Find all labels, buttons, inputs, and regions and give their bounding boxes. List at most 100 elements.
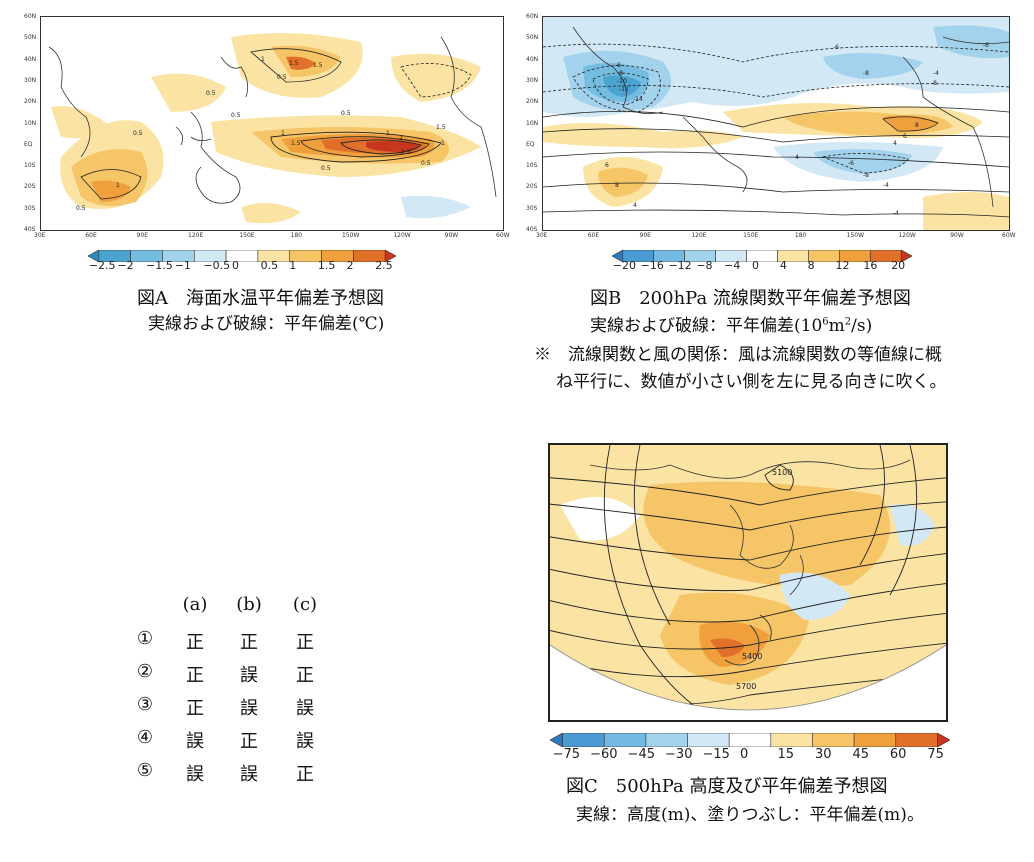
figure-b-colorbar-tick-label: 4: [779, 259, 787, 272]
figure-b-streamfunction-map: -6 -8 -10 -12 -14 -6 -8 -6 -4 -8 8 6 4 -…: [543, 17, 1009, 230]
figure-c-500hpa-map: 5100 5400 5700: [550, 445, 946, 720]
figure-a-colorbar-tick-label: −0.5: [203, 259, 231, 272]
figure-a-colorbar-tick-label: −2: [117, 259, 134, 272]
figure-a-contour-label: 0.5: [341, 110, 351, 117]
figure-c-colorbar-segment: [812, 732, 855, 748]
figure-a-colorbar-tick-label: −2.5: [88, 259, 116, 272]
figure-b-contour-label: 4: [893, 140, 897, 147]
answer-number: ⑤: [136, 760, 154, 781]
answer-number: ③: [136, 694, 154, 715]
answer-b: 正: [240, 632, 258, 653]
answer-row[interactable]: ⑤ 誤 誤 正: [125, 760, 345, 790]
answer-row[interactable]: ④ 誤 正 誤: [125, 727, 345, 757]
figure-a-lat-label: 10S: [24, 162, 36, 170]
figure-a-lon-label: 180: [290, 232, 303, 239]
figure-c-colorbar-segment: [937, 732, 951, 748]
figure-a-contour-label: 1.5: [436, 124, 446, 131]
answer-c: 正: [296, 632, 314, 653]
figure-b-contour-label: 6: [903, 133, 907, 140]
figure-c-colorbar-segment: [603, 732, 647, 748]
figure-b-lat-label: 20S: [526, 183, 538, 191]
figure-a-contour-label: 0.5: [231, 112, 241, 119]
figure-b-map: -6 -8 -10 -12 -14 -6 -8 -6 -4 -8 8 6 4 -…: [542, 16, 1010, 231]
figure-a-lat-label: 30S: [24, 204, 36, 212]
answer-row[interactable]: ③ 正 誤 誤: [125, 694, 345, 724]
answer-number: ④: [136, 727, 154, 748]
figure-b-contour-label: -14: [633, 96, 643, 103]
answer-a: 正: [186, 665, 204, 686]
answer-b: 誤: [240, 665, 258, 686]
figure-c-colorbar-tick-label: 15: [777, 747, 795, 762]
answer-row[interactable]: ② 正 誤 正: [125, 661, 345, 691]
figure-c-colorbar-segment: [770, 732, 813, 748]
figure-c-colorbar-tick-label: −15: [702, 747, 730, 762]
figure-b-lat-label: EQ: [526, 140, 535, 148]
figure-a-lon-label: 90E: [136, 232, 149, 239]
figure-b-lat-label: 40S: [526, 226, 538, 233]
figure-b-colorbar-tick-label: 16: [863, 259, 878, 272]
figure-b-contour-label: -8: [617, 70, 623, 77]
figure-a-contour-label: 2: [399, 135, 403, 142]
figure-b-contour-label: -8: [863, 172, 869, 179]
figure-a-lon-label: 120E: [188, 232, 204, 239]
figure-b-contour-label: -6: [848, 160, 854, 167]
answer-table-header: (a) (b) (c): [125, 594, 345, 624]
figure-b-lon-label: 120E: [691, 232, 707, 239]
figure-b-lon-label: 90E: [639, 232, 651, 239]
figure-c-colorbar-segment: [895, 732, 938, 748]
figure-a-lon-label: 90W: [444, 232, 459, 239]
figure-c-colorbar-segment: [853, 732, 897, 748]
figure-b-lon-label: 60E: [587, 232, 600, 239]
figure-a-colorbar: [87, 247, 397, 263]
figure-c-contour-label: 5700: [736, 682, 756, 691]
figure-c-colorbar-tick-label: 45: [852, 747, 869, 762]
figure-a-lat-label: 40S: [24, 226, 36, 233]
figure-a-lat-label: 50N: [24, 34, 37, 42]
answer-row[interactable]: ① 正 正 正: [125, 628, 345, 658]
figure-b-lon-label: 150W: [846, 232, 865, 239]
figure-a-colorbar-tick-label: −1.5: [146, 259, 173, 272]
figure-a-contour-label: 2.5: [401, 149, 411, 156]
figure-b-contour-label: 8: [915, 122, 919, 129]
figure-b-colorbar-tick-label: 0: [752, 259, 759, 272]
figure-c-colorbar-tick-label: 0: [740, 747, 749, 762]
figure-a-lon-label: 150W: [342, 232, 360, 239]
figure-b-lat-label: 40N: [526, 55, 539, 63]
figure-b-note-line1: ※ 流線関数と風の関係：風は流線関数の等値線に概: [534, 345, 942, 365]
figure-a-lat-label: 20S: [24, 183, 36, 191]
header-c: (c): [292, 594, 318, 615]
figure-c-map: 5100 5400 5700: [548, 443, 948, 722]
figure-a-lon-label: 150E: [239, 232, 255, 239]
figure-c-colorbar-tick-label: −60: [590, 747, 618, 762]
answer-b: 正: [240, 731, 258, 752]
figure-b-caption-title: 図B 200hPa 流線関数平年偏差予想図: [590, 288, 911, 309]
figure-c-colorbar-tick-label: −75: [552, 747, 581, 762]
figure-c-caption-title: 図C 500hPa 高度及び平年偏差予想図: [566, 776, 888, 797]
figure-b-lon-label: 30E: [536, 232, 548, 239]
figure-a-colorbar-tick-label: 0.5: [260, 259, 279, 272]
figure-c-contour-label: 5100: [772, 468, 792, 477]
figure-b-contour-label: -10: [617, 78, 627, 85]
figure-c-colorbar-segment: [549, 732, 563, 748]
figure-b-lon-label: 60W: [1002, 232, 1016, 239]
header-b: (b): [236, 594, 262, 615]
answer-b: 誤: [240, 698, 258, 719]
figure-b-colorbar-tick-label: −20: [612, 259, 637, 272]
figure-c-colorbar-tick-label: 75: [927, 747, 944, 762]
figure-a-contour-label: 0.5: [133, 130, 143, 137]
answer-number: ①: [136, 628, 154, 649]
answer-number: ②: [136, 661, 154, 682]
figure-a-colorbar-tick-label: −1: [174, 259, 191, 272]
figure-a-contour-label: 1.5: [313, 62, 323, 69]
figure-a-lat-label: 10N: [24, 119, 37, 127]
figure-b-caption-sub-post: /s): [851, 316, 873, 336]
figure-a-contour-label: 1: [116, 182, 120, 189]
figure-b-note-line2: ね平行に、数値が小さい側を左に見る向きに吹く。: [556, 372, 947, 392]
figure-c-colorbar-tick-label: −45: [627, 747, 655, 762]
figure-b-contour-label: -6: [615, 62, 621, 69]
figure-a-lat-label: 20N: [24, 98, 37, 106]
figure-b-caption-sup2: 2: [844, 316, 852, 328]
figure-c-colorbar-segment: [645, 732, 688, 748]
answer-a: 誤: [186, 731, 204, 752]
figure-c-colorbar-segment: [728, 732, 772, 748]
